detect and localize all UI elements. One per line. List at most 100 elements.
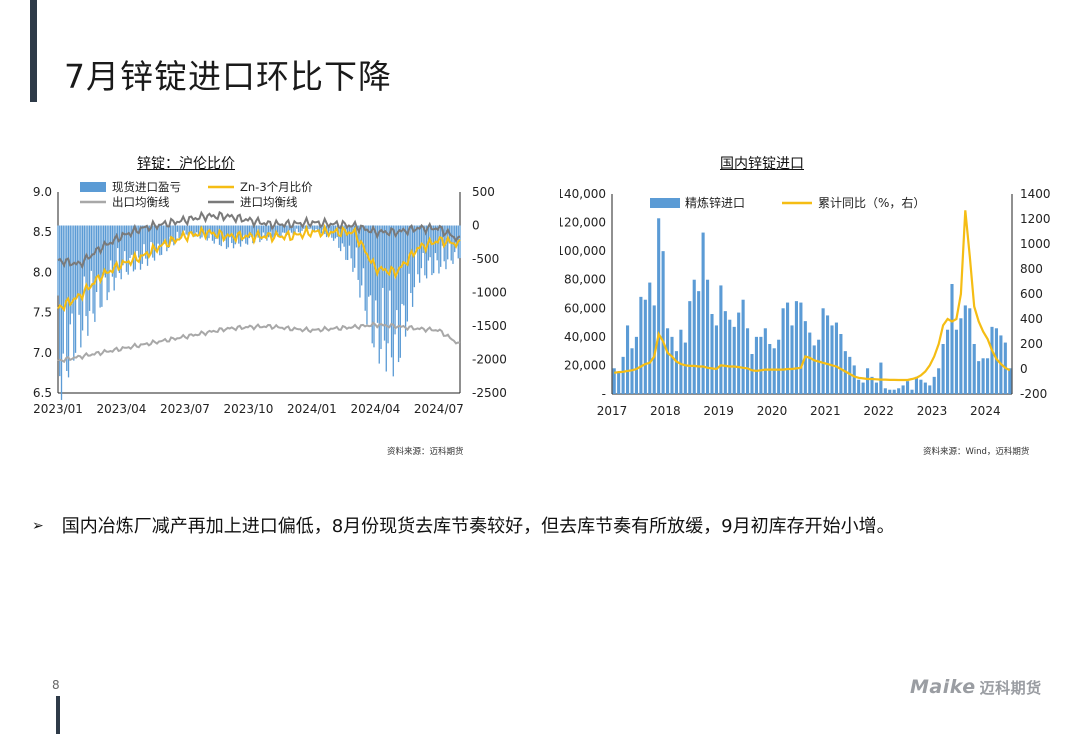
chart1-bar	[359, 225, 361, 298]
chart1-bar	[417, 225, 419, 275]
chart2-bar	[812, 345, 816, 394]
arrow-bullet-icon: ➢	[32, 518, 44, 534]
chart2-left-tick: 100,000	[560, 244, 606, 258]
chart1-bar	[166, 225, 168, 252]
chart1-bar	[280, 225, 282, 237]
chart1-bar	[183, 225, 186, 231]
chart1-bar	[267, 225, 270, 238]
chart1-bar	[60, 225, 63, 400]
chart1-bar	[260, 225, 263, 240]
chart2-bar	[968, 308, 972, 394]
chart1-bar	[73, 225, 75, 361]
chart2-bar	[861, 382, 865, 394]
logo-en: Maike	[910, 676, 976, 698]
chart1-bar	[346, 225, 349, 261]
chart1-bar	[352, 225, 354, 272]
chart1-bar	[69, 225, 71, 325]
chart2-bar	[746, 328, 750, 394]
chart1-bar	[443, 225, 445, 262]
chart1-right-tick: 500	[472, 185, 495, 199]
chart1-bar	[373, 225, 375, 348]
chart2-bar	[906, 381, 910, 394]
chart1-bar	[406, 225, 408, 322]
chart1-right-tick: -500	[472, 252, 499, 266]
chart1-bar	[431, 225, 433, 276]
chart1-bar	[345, 225, 347, 260]
chart1-bar	[97, 225, 100, 276]
chart2-bar	[919, 379, 923, 394]
chart1-bar	[122, 225, 124, 266]
chart2-bar	[679, 329, 683, 394]
chart1-bar	[92, 225, 94, 314]
chart2-bar	[617, 372, 621, 394]
chart2-bar	[817, 339, 821, 394]
chart1-right-tick: -1500	[472, 319, 507, 333]
chart1-bar	[246, 225, 249, 245]
chart1-bar	[434, 225, 437, 254]
chart1-bar	[178, 225, 180, 239]
chart1-bar	[176, 225, 179, 232]
logo-cn: 迈科期货	[979, 679, 1042, 697]
chart1-bar	[81, 225, 84, 331]
chart1-bar	[197, 225, 200, 235]
chart1-bar	[174, 225, 177, 241]
chart1-bar	[99, 225, 101, 308]
chart2-bar	[634, 336, 638, 394]
chart2-bar	[706, 279, 710, 394]
chart2-bar	[781, 308, 785, 394]
chart2-bar	[786, 302, 790, 394]
chart1-bar	[146, 225, 149, 266]
chart1-bar	[282, 225, 284, 233]
summary-note: ➢ 国内冶炼厂减产再加上进口偏低，8月份现货去库节奏较好，但去库节奏有所放缓，9月…	[32, 512, 895, 538]
chart2-bar	[701, 232, 705, 394]
chart2-x-tick: 2024	[970, 404, 1001, 418]
chart2-bar	[888, 389, 892, 394]
chart1-bar	[357, 225, 359, 280]
chart1-bar	[148, 225, 150, 257]
chart2-legend-label: 累计同比（%，右）	[818, 195, 925, 210]
chart1-bar	[143, 225, 145, 245]
chart1-bar	[266, 225, 268, 241]
chart2-bar	[661, 251, 665, 394]
chart1-left-tick: 7.5	[33, 306, 52, 320]
chart1-bar	[66, 225, 68, 371]
chart1-bar	[318, 225, 321, 234]
chart2-bar	[643, 299, 647, 394]
chart2-bar	[790, 325, 794, 394]
chart1-bar	[78, 225, 80, 315]
chart2-bar	[870, 376, 874, 394]
chart2-bar	[719, 285, 723, 394]
chart1-left-tick: 7.0	[33, 346, 52, 360]
chart1-bar	[162, 225, 164, 244]
chart1-bar	[87, 225, 89, 336]
chart2-bar	[728, 319, 732, 394]
chart2-bar	[750, 354, 754, 394]
chart1-bar	[399, 225, 401, 358]
chart2-x-tick: 2020	[757, 404, 788, 418]
chart1-bar	[187, 225, 189, 236]
chart1-bar	[364, 225, 366, 311]
chart1-bar	[322, 225, 324, 230]
chart1-bar	[94, 225, 96, 322]
chart1-bar	[136, 225, 138, 251]
chart1-bar	[327, 225, 329, 236]
chart1-bar	[420, 225, 423, 269]
chart1-bar	[192, 225, 194, 237]
chart2-legend-swatch	[650, 198, 680, 208]
chart1-bar	[102, 225, 105, 276]
chart2-bar	[821, 308, 825, 394]
chart2-x-tick: 2021	[810, 404, 841, 418]
chart1-bar	[180, 225, 182, 239]
company-logo: Maike 迈科期货	[910, 676, 1042, 698]
chart1-bar	[150, 225, 152, 243]
chart2-bar	[639, 296, 643, 394]
chart1-bar	[85, 225, 87, 317]
chart1-bar	[390, 225, 393, 358]
chart1-bar	[445, 225, 447, 270]
chart1-bar	[106, 225, 108, 301]
chart1-bar	[224, 225, 226, 241]
chart1-legend-label: 进口均衡线	[240, 195, 298, 209]
chart2-bar	[1008, 368, 1012, 394]
footer-accent-bar	[56, 696, 60, 734]
chart1-bar	[220, 225, 222, 247]
